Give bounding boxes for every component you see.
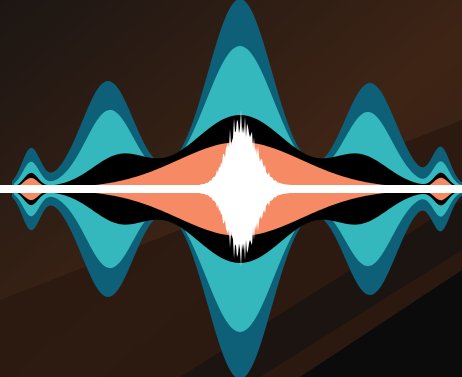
background-shadow-wedge	[300, 270, 462, 377]
center-spike	[200, 109, 290, 267]
